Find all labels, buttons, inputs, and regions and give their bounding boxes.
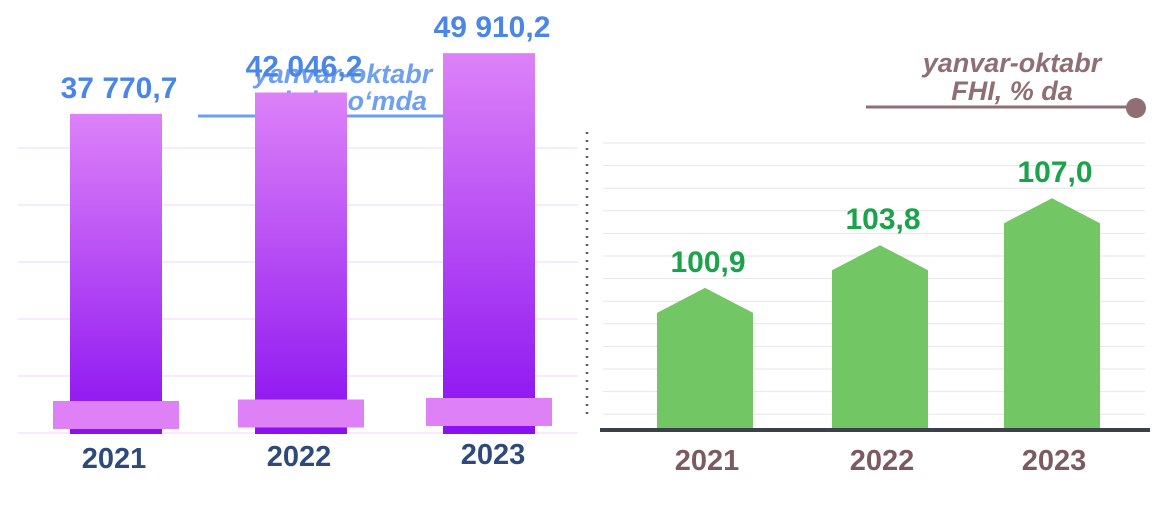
right-year-label-2021: 2021 bbox=[675, 445, 740, 477]
left-value-label-2022: 42 046,2 bbox=[246, 50, 363, 83]
left-bars bbox=[53, 53, 552, 435]
right-chart: yanvar-oktabr FHI, % da 100,9103,8107,0 … bbox=[600, 48, 1150, 477]
right-bar-2021 bbox=[657, 287, 753, 428]
right-year-label-2022: 2022 bbox=[850, 445, 915, 477]
right-value-label-2021: 100,9 bbox=[670, 246, 745, 279]
right-bar-2023 bbox=[1004, 198, 1100, 428]
left-value-labels: 37 770,7 42 046,2 49 910,2 bbox=[61, 11, 551, 105]
left-bar-2022 bbox=[255, 92, 347, 435]
left-bar-base-2021 bbox=[53, 401, 179, 429]
left-bar-2021 bbox=[70, 113, 162, 434]
right-value-labels: 100,9 103,8 107,0 bbox=[670, 156, 1092, 279]
right-header-dot bbox=[1126, 98, 1146, 118]
right-bar-2022 bbox=[832, 245, 928, 428]
left-value-label-2021: 37 770,7 bbox=[61, 72, 178, 105]
right-value-label-2023: 107,0 bbox=[1017, 156, 1092, 189]
right-header: yanvar-oktabr FHI, % da bbox=[866, 48, 1146, 118]
right-header-line1: yanvar-oktabr bbox=[921, 48, 1103, 78]
left-year-label-2023: 2023 bbox=[461, 439, 526, 471]
right-bars bbox=[657, 198, 1100, 428]
left-year-label-2021: 2021 bbox=[82, 443, 147, 475]
left-year-labels: 2021 2022 2023 bbox=[82, 439, 526, 475]
left-bar-base-2022 bbox=[238, 399, 364, 428]
right-value-label-2022: 103,8 bbox=[845, 203, 920, 236]
left-bar-base-2023 bbox=[426, 398, 552, 426]
left-year-label-2022: 2022 bbox=[267, 441, 332, 473]
right-year-label-2023: 2023 bbox=[1022, 445, 1087, 477]
left-header-line1: yanvar-oktabr bbox=[252, 59, 434, 89]
right-header-line2: FHI, % da bbox=[951, 76, 1073, 106]
left-bar-2023 bbox=[443, 53, 535, 435]
left-chart: yanvar-oktabr mlrd. so‘mda 37 770,742 04… bbox=[18, 11, 578, 475]
right-year-labels: 2021 2022 2023 bbox=[675, 445, 1087, 477]
left-value-label-2023: 49 910,2 bbox=[434, 11, 551, 44]
